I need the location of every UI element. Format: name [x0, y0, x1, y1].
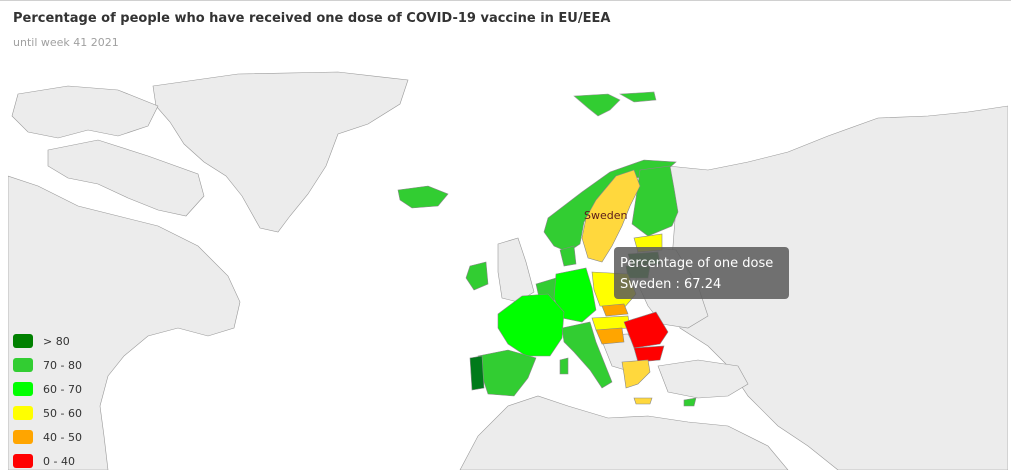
- region-cyprus: [683, 397, 697, 407]
- region-arctic-islands: [11, 85, 159, 139]
- region-romania: [623, 311, 669, 349]
- region-bulgaria: [633, 345, 665, 363]
- legend-label: > 80: [43, 334, 70, 348]
- region-hungary: [595, 327, 625, 345]
- tooltip-title: Percentage of one dose: [620, 256, 774, 271]
- top-divider: [0, 0, 1011, 1]
- region-portugal: [469, 355, 485, 391]
- region-north-africa: [459, 395, 789, 470]
- map-tooltip: Percentage of one dose Sweden : 67.24: [614, 247, 789, 299]
- legend-item-4[interactable]: 40 - 50: [13, 425, 82, 449]
- legend-swatch: [13, 334, 33, 348]
- region-baffin: [47, 139, 205, 217]
- region-greece: [621, 359, 651, 389]
- legend-swatch: [13, 406, 33, 420]
- region-sweden: [581, 169, 641, 263]
- chart-title: Percentage of people who have received o…: [13, 11, 611, 26]
- legend-label: 0 - 40: [43, 454, 75, 468]
- region-crete: [633, 397, 653, 405]
- legend-swatch: [13, 430, 33, 444]
- region-north-america: [8, 175, 241, 470]
- sweden-map-label: Sweden: [584, 209, 628, 222]
- region-iceland: [397, 185, 449, 209]
- region-spain: [477, 349, 537, 397]
- region-sardinia: [559, 357, 569, 375]
- tooltip-value: Sweden : 67.24: [620, 277, 722, 292]
- legend-swatch: [13, 454, 33, 468]
- legend-swatch: [13, 382, 33, 396]
- region-czech: [601, 303, 629, 317]
- region-denmark: [559, 245, 577, 267]
- region-uk: [497, 237, 535, 303]
- legend-item-2[interactable]: 60 - 70: [13, 377, 82, 401]
- region-italy: [561, 321, 613, 389]
- legend-item-5[interactable]: 0 - 40: [13, 449, 82, 473]
- region-turkey: [657, 359, 749, 399]
- region-svalbard: [573, 93, 621, 117]
- region-germany: [553, 267, 597, 323]
- chart-subtitle: until week 41 2021: [13, 36, 119, 49]
- legend-item-1[interactable]: 70 - 80: [13, 353, 82, 377]
- legend-label: 40 - 50: [43, 430, 82, 444]
- europe-map[interactable]: [8, 66, 1008, 470]
- legend-swatch: [13, 358, 33, 372]
- legend-item-3[interactable]: 50 - 60: [13, 401, 82, 425]
- region-greenland: [152, 71, 409, 233]
- legend-label: 70 - 80: [43, 358, 82, 372]
- legend-label: 50 - 60: [43, 406, 82, 420]
- region-svalbard-east: [618, 91, 657, 103]
- legend: > 80 70 - 80 60 - 70 50 - 60 40 - 50 0 -…: [13, 329, 82, 473]
- region-finland: [631, 165, 679, 237]
- legend-item-0[interactable]: > 80: [13, 329, 82, 353]
- legend-label: 60 - 70: [43, 382, 82, 396]
- region-ireland: [465, 261, 489, 291]
- region-france: [497, 293, 565, 357]
